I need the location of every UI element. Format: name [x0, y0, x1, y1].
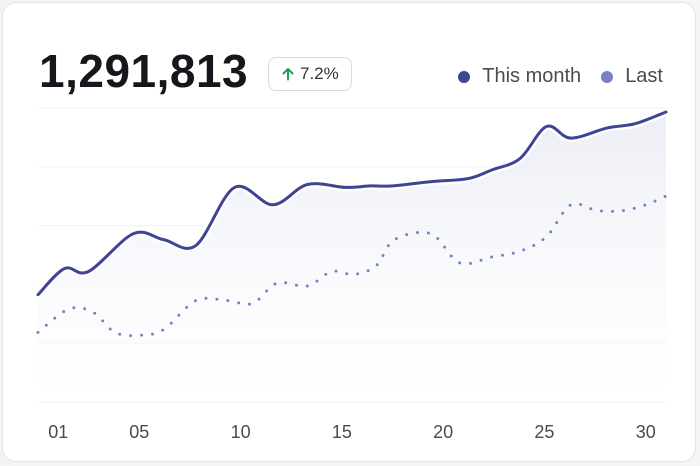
x-tick-label: 01 — [48, 422, 68, 442]
arrow-up-icon — [282, 68, 294, 81]
legend-label-this-month: This month — [482, 65, 582, 87]
change-badge: 7.2% — [268, 57, 352, 91]
x-tick-label: 20 — [433, 422, 453, 442]
x-tick-label: 15 — [332, 422, 352, 442]
legend-item-this-month[interactable]: This month — [458, 65, 581, 88]
x-tick-label: 05 — [129, 422, 149, 442]
legend-label-last: Last — [625, 65, 663, 87]
x-tick-label: 10 — [231, 422, 251, 442]
total-value: 1,291,813 — [39, 45, 249, 97]
change-percent: 7.2% — [300, 64, 339, 83]
series-line-last — [36, 194, 668, 338]
legend: This month Last — [458, 65, 663, 88]
series-area-this-month — [38, 112, 666, 402]
series-line-this-month — [36, 110, 668, 297]
legend-item-last[interactable]: Last — [601, 65, 663, 88]
x-tick-label: 25 — [534, 422, 554, 442]
legend-dot-this-month — [458, 70, 471, 83]
legend-dot-last — [601, 70, 614, 83]
x-tick-label: 30 — [636, 422, 656, 442]
